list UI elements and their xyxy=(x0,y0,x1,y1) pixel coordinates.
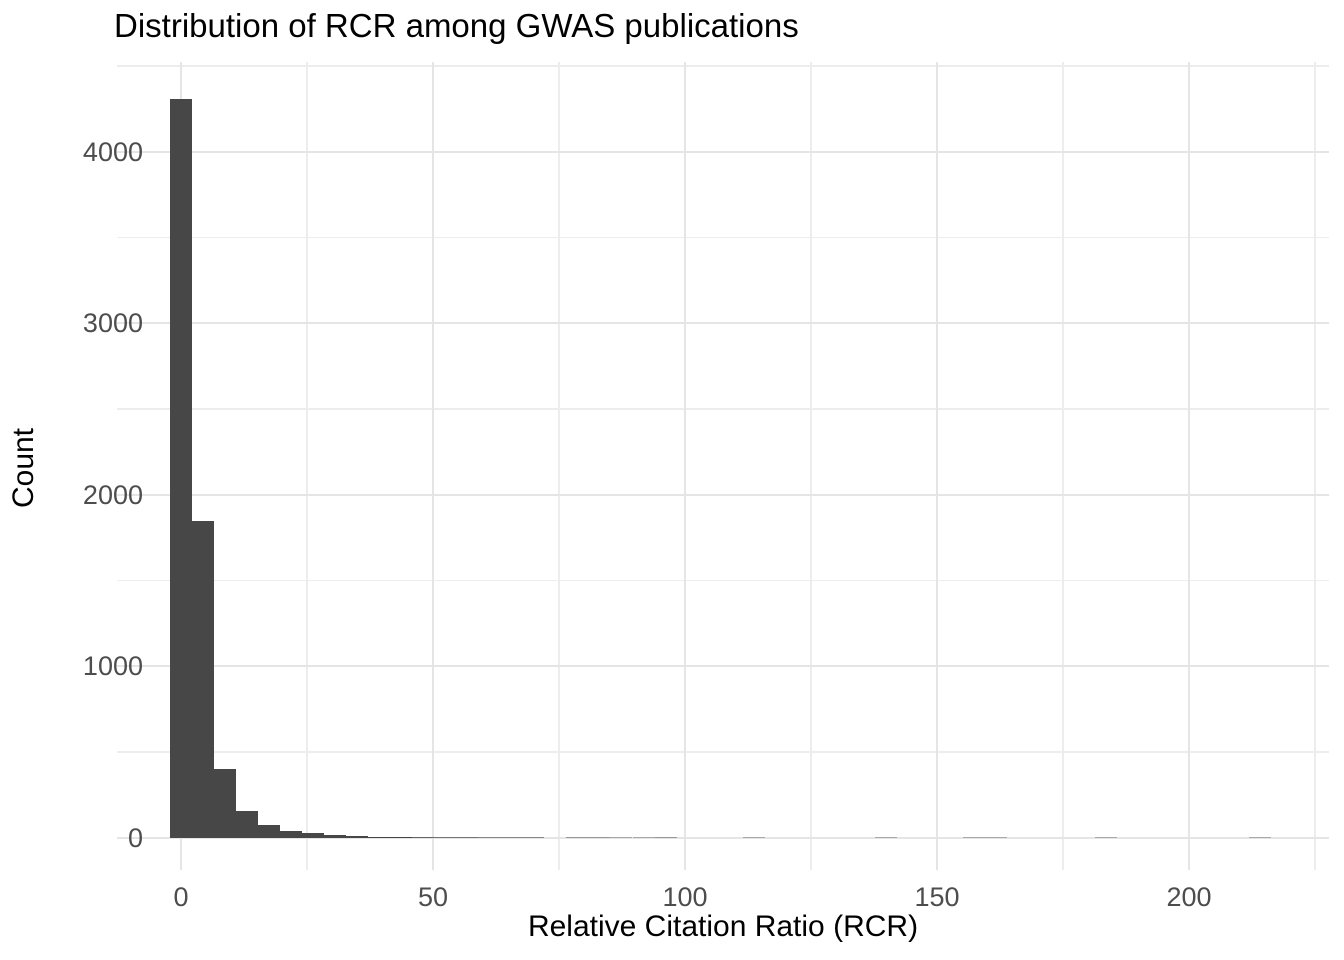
gridline-y-major xyxy=(117,837,1329,839)
y-tick-label: 1000 xyxy=(82,651,143,682)
gridline-x-minor xyxy=(306,62,308,870)
histogram-bar xyxy=(368,836,391,838)
y-tick-label: 4000 xyxy=(82,136,143,167)
histogram-bar xyxy=(478,837,501,838)
histogram-bar xyxy=(984,837,1007,838)
chart-title: Distribution of RCR among GWAS publicati… xyxy=(114,7,799,44)
histogram-bar xyxy=(236,811,259,838)
y-tick-label: 3000 xyxy=(82,308,143,339)
gridline-x-minor xyxy=(810,62,812,870)
gridline-x-major xyxy=(432,62,434,870)
histogram-bar xyxy=(566,837,589,838)
histogram-bar xyxy=(962,837,985,838)
gridline-x-minor xyxy=(558,62,560,870)
histogram-bar xyxy=(192,521,215,838)
histogram-bar xyxy=(610,837,633,838)
x-tick-label: 0 xyxy=(173,882,189,912)
histogram-bar xyxy=(874,837,897,838)
histogram-bar xyxy=(324,835,347,838)
histogram-bar xyxy=(1095,837,1118,838)
histogram-bar xyxy=(169,98,192,838)
gridline-y-minor xyxy=(117,751,1329,753)
histogram-bar xyxy=(214,769,237,838)
gridline-x-major xyxy=(936,62,938,870)
histogram-bar xyxy=(390,836,413,838)
gridline-y-minor xyxy=(117,65,1329,67)
gridline-y-major xyxy=(117,493,1329,496)
x-tick-label: 100 xyxy=(662,882,708,912)
histogram-bar xyxy=(632,837,655,838)
x-tick-label: 200 xyxy=(1166,882,1212,912)
histogram-bar xyxy=(742,837,765,838)
x-tick-label: 150 xyxy=(914,882,960,912)
histogram-bar xyxy=(434,837,457,838)
histogram-bar xyxy=(346,836,369,838)
histogram-bar xyxy=(412,837,435,838)
histogram-bar xyxy=(456,837,479,838)
gridline-y-major xyxy=(117,322,1329,325)
histogram-bar xyxy=(654,837,677,838)
histogram-bar xyxy=(1249,837,1272,838)
gridline-y-minor xyxy=(117,579,1329,582)
gridline-y-major xyxy=(117,665,1329,668)
x-tick-label: 50 xyxy=(417,882,449,912)
histogram-bar xyxy=(280,830,303,838)
histogram-bar xyxy=(588,837,611,838)
x-axis-title: Relative Citation Ratio (RCR) xyxy=(527,910,919,943)
gridline-y-minor xyxy=(117,236,1329,239)
gridline-x-minor xyxy=(1314,62,1316,870)
gridline-x-minor xyxy=(1062,62,1064,870)
histogram-bar xyxy=(258,824,281,838)
gridline-x-major xyxy=(1188,62,1190,870)
gridline-y-minor xyxy=(117,408,1329,410)
histogram-bar xyxy=(522,837,545,838)
plot-panel xyxy=(117,62,1329,870)
histogram-bar xyxy=(302,833,325,838)
y-tick-label: 2000 xyxy=(82,479,143,510)
gridline-x-major xyxy=(684,62,686,870)
histogram-bar xyxy=(500,837,523,838)
y-tick-label: 0 xyxy=(127,823,143,853)
gridline-y-major xyxy=(117,150,1329,153)
